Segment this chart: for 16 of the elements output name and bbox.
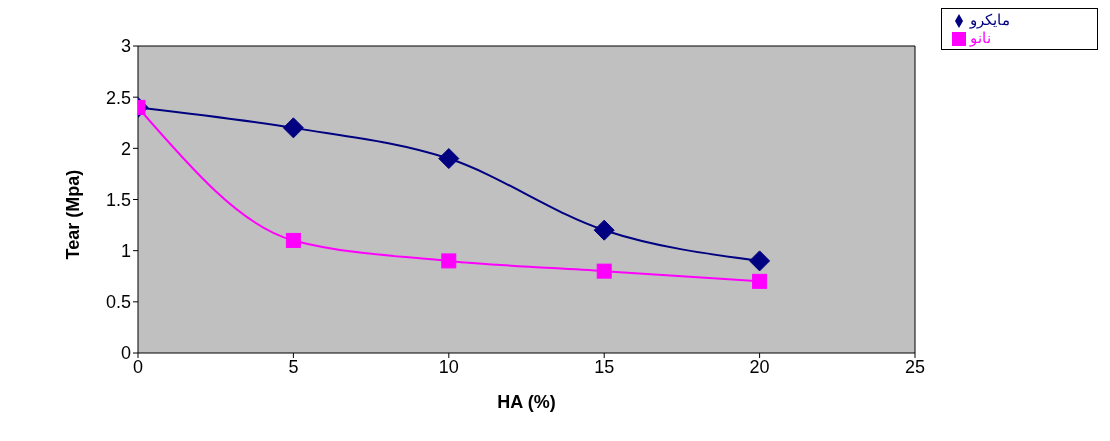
legend-label: مايكرو <box>970 11 1010 28</box>
y-tick-label: 3 <box>120 36 131 57</box>
x-tick-label: 20 <box>749 356 770 377</box>
x-axis-title: HA (%) <box>497 392 556 412</box>
legend-label: نانو <box>970 29 991 46</box>
y-tick-label: 2 <box>120 138 131 159</box>
x-tick-label: 10 <box>438 356 459 377</box>
x-tick-label: 5 <box>288 356 299 377</box>
y-tick-label: 1.5 <box>105 189 131 210</box>
x-tick-label: 15 <box>594 356 615 377</box>
y-tick-label: 0 <box>120 343 131 364</box>
y-tick-label: 1 <box>120 241 131 262</box>
y-tick-label: 0.5 <box>105 292 131 313</box>
x-tick-label: 25 <box>904 356 926 377</box>
y-axis-title: Tear (Mpa) <box>63 169 84 260</box>
y-tick-label: 2.5 <box>105 87 131 108</box>
